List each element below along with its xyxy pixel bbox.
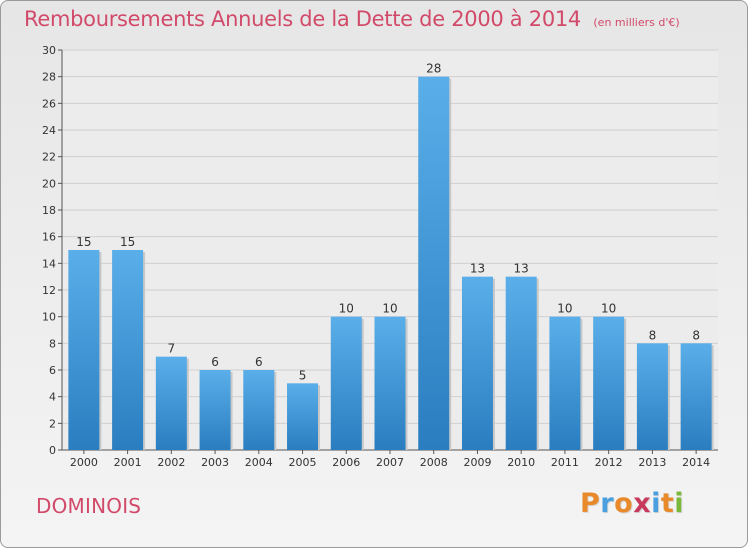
x-tick-label: 2000 [70, 456, 98, 469]
bar [505, 276, 537, 450]
commune-name: DOMINOIS [36, 494, 142, 518]
y-tick-label: 0 [49, 444, 56, 457]
x-tick-label: 2010 [507, 456, 535, 469]
y-tick-label: 16 [42, 231, 56, 244]
y-tick-label: 22 [42, 151, 56, 164]
logo-letter: r [600, 488, 615, 519]
bar [199, 370, 231, 450]
logo-letter: i [651, 488, 661, 519]
y-tick-label: 6 [49, 364, 56, 377]
bar [155, 356, 187, 450]
bar [374, 316, 406, 450]
bar [112, 250, 144, 450]
data-label: 28 [426, 62, 441, 76]
data-label: 13 [514, 262, 529, 276]
data-label: 15 [76, 235, 91, 249]
data-label: 6 [255, 355, 263, 369]
x-tick-label: 2012 [595, 456, 623, 469]
x-tick-label: 2004 [245, 456, 273, 469]
x-tick-label: 2007 [376, 456, 404, 469]
bar [330, 316, 362, 450]
bar [680, 343, 712, 450]
data-label: 10 [382, 302, 397, 316]
data-label: 15 [120, 235, 135, 249]
chart-subtitle: (en milliers d'€) [593, 16, 680, 29]
data-label: 5 [299, 368, 307, 382]
y-tick-label: 24 [42, 124, 56, 137]
data-label: 6 [211, 355, 219, 369]
data-label: 10 [339, 302, 354, 316]
bar [243, 370, 275, 450]
x-tick-label: 2002 [157, 456, 185, 469]
logo-letter: o [614, 488, 634, 519]
bar [418, 76, 450, 451]
y-tick-label: 2 [49, 417, 56, 430]
x-tick-label: 2013 [638, 456, 666, 469]
x-tick-label: 2003 [201, 456, 229, 469]
x-tick-label: 2006 [332, 456, 360, 469]
data-label: 10 [557, 302, 572, 316]
y-tick-label: 10 [42, 311, 56, 324]
chart-title-text: Remboursements Annuels de la Dette de 20… [24, 7, 581, 31]
logo-letter: P [580, 488, 601, 519]
y-tick-label: 20 [42, 177, 56, 190]
x-tick-label: 2014 [682, 456, 710, 469]
y-tick-label: 8 [49, 337, 56, 350]
x-tick-label: 2001 [114, 456, 142, 469]
data-label: 13 [470, 262, 485, 276]
y-tick-label: 14 [42, 257, 56, 270]
y-tick-label: 18 [42, 204, 56, 217]
chart-title: Remboursements Annuels de la Dette de 20… [24, 7, 680, 31]
data-label: 10 [601, 302, 616, 316]
bar [287, 383, 319, 450]
proxiti-logo: Proxiti [580, 488, 684, 519]
logo-letter: x [633, 488, 652, 519]
bar [549, 316, 581, 450]
y-tick-label: 4 [49, 391, 56, 404]
data-label: 7 [168, 342, 176, 356]
y-tick-label: 26 [42, 97, 56, 110]
x-tick-label: 2005 [289, 456, 317, 469]
bar [593, 316, 625, 450]
bar [68, 250, 100, 450]
y-tick-label: 28 [42, 71, 56, 84]
x-tick-label: 2008 [420, 456, 448, 469]
logo-letter: i [674, 488, 685, 519]
y-tick-label: 30 [42, 44, 56, 57]
logo-letter: t [660, 488, 675, 519]
data-label: 8 [649, 328, 657, 342]
x-tick-label: 2011 [551, 456, 579, 469]
x-tick-label: 2009 [463, 456, 491, 469]
bar [636, 343, 668, 450]
y-tick-label: 12 [42, 284, 56, 297]
bar [461, 276, 493, 450]
data-label: 8 [692, 328, 700, 342]
